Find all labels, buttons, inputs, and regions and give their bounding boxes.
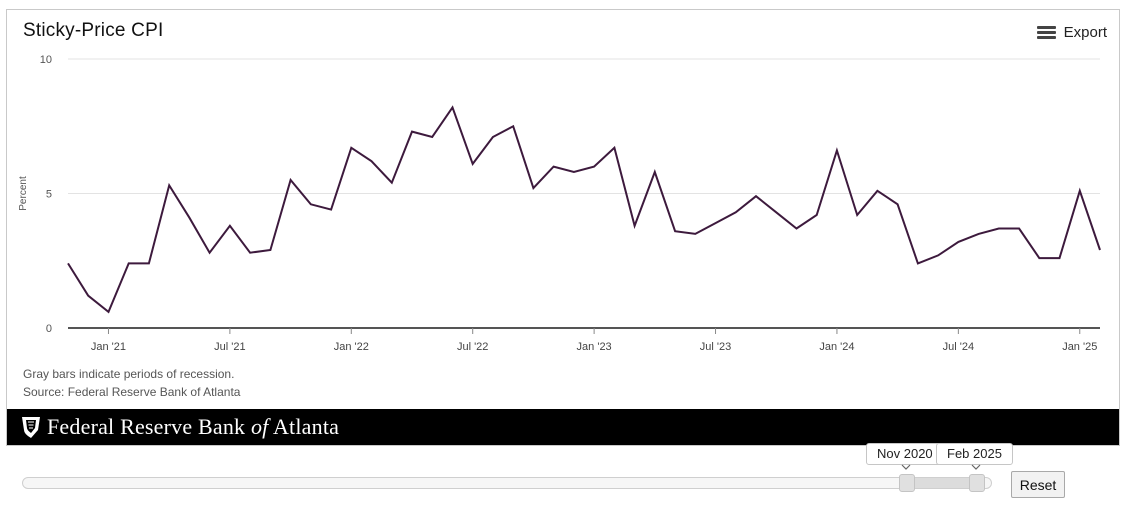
data-point bbox=[531, 186, 535, 190]
data-point bbox=[329, 208, 333, 212]
data-point bbox=[855, 213, 859, 217]
data-point bbox=[612, 146, 616, 150]
seal-logo-icon bbox=[22, 417, 40, 438]
x-tick-label: Jul '23 bbox=[700, 341, 731, 353]
range-end-handle[interactable] bbox=[969, 474, 985, 492]
data-point bbox=[835, 148, 839, 152]
x-tick-label: Jan '23 bbox=[577, 341, 612, 353]
x-tick-label: Jan '21 bbox=[91, 341, 126, 353]
data-point bbox=[370, 159, 374, 163]
data-point bbox=[410, 130, 414, 134]
data-point bbox=[1098, 248, 1102, 252]
data-point bbox=[1017, 226, 1021, 230]
x-tick-label: Jan '22 bbox=[334, 341, 369, 353]
chevron-down-icon bbox=[971, 464, 981, 470]
data-point bbox=[511, 124, 515, 128]
range-start-handle[interactable] bbox=[899, 474, 915, 492]
data-point bbox=[349, 146, 353, 150]
data-point bbox=[1037, 256, 1041, 260]
data-point bbox=[309, 202, 313, 206]
data-point bbox=[167, 183, 171, 187]
date-range-slider[interactable] bbox=[22, 477, 992, 489]
banner-text-suffix: Atlanta bbox=[268, 414, 340, 439]
data-point bbox=[997, 226, 1001, 230]
data-point bbox=[390, 181, 394, 185]
data-point bbox=[147, 261, 151, 265]
data-point bbox=[450, 105, 454, 109]
data-point bbox=[734, 210, 738, 214]
recession-note: Gray bars indicate periods of recession. bbox=[23, 367, 235, 381]
data-point bbox=[653, 170, 657, 174]
data-point bbox=[572, 170, 576, 174]
menu-icon[interactable] bbox=[1036, 25, 1056, 40]
data-point bbox=[1058, 256, 1062, 260]
data-point bbox=[936, 253, 940, 257]
chart-title: Sticky-Price CPI bbox=[23, 20, 164, 41]
data-point bbox=[289, 178, 293, 182]
banner-text-of: of bbox=[250, 414, 269, 439]
banner-wordmark: Federal Reserve Bank of Atlanta bbox=[47, 414, 339, 440]
y-axis-title: Percent bbox=[18, 176, 29, 211]
data-point bbox=[815, 213, 819, 217]
x-tick-label: Jan '25 bbox=[1062, 341, 1097, 353]
y-tick-label: 10 bbox=[40, 54, 52, 66]
data-point bbox=[106, 310, 110, 314]
data-point bbox=[208, 251, 212, 255]
data-point bbox=[248, 251, 252, 255]
data-point bbox=[228, 224, 232, 228]
data-point bbox=[633, 224, 637, 228]
x-tick-label: Jul '24 bbox=[943, 341, 974, 353]
brand-banner: Federal Reserve Bank of Atlanta bbox=[7, 409, 1119, 445]
data-point bbox=[430, 135, 434, 139]
export-button[interactable]: Export bbox=[1036, 24, 1107, 41]
data-point bbox=[66, 261, 70, 265]
x-tick-label: Jul '22 bbox=[457, 341, 488, 353]
data-point bbox=[875, 189, 879, 193]
export-label[interactable]: Export bbox=[1063, 24, 1107, 41]
data-point bbox=[794, 226, 798, 230]
chart-container: Sticky-Price CPI Export 0 5 10 Jan '21 Jul '… bbox=[6, 9, 1120, 446]
data-point bbox=[977, 232, 981, 236]
y-tick-label: 0 bbox=[46, 323, 52, 335]
data-point bbox=[714, 221, 718, 225]
series-line bbox=[67, 105, 1101, 314]
reset-button[interactable]: Reset bbox=[1011, 471, 1065, 498]
data-point bbox=[754, 194, 758, 198]
data-point bbox=[916, 261, 920, 265]
range-start-label: Nov 2020 bbox=[866, 443, 944, 465]
data-point bbox=[127, 261, 131, 265]
slider-selected-range[interactable] bbox=[907, 478, 977, 488]
data-point bbox=[187, 216, 191, 220]
data-point bbox=[592, 165, 596, 169]
data-point bbox=[956, 240, 960, 244]
data-point bbox=[693, 232, 697, 236]
banner-text-prefix: Federal Reserve Bank bbox=[47, 414, 251, 439]
source-note: Source: Federal Reserve Bank of Atlanta bbox=[23, 385, 241, 399]
data-point bbox=[896, 202, 900, 206]
data-point bbox=[491, 135, 495, 139]
data-point bbox=[268, 248, 272, 252]
data-point bbox=[673, 229, 677, 233]
data-point bbox=[471, 162, 475, 166]
line-chart: 0 5 10 Jan '21 Jul '21 Jan '22 Jul '22 Jan '23 J… bbox=[18, 54, 1102, 353]
x-tick-label: Jul '21 bbox=[214, 341, 245, 353]
data-point bbox=[1078, 189, 1082, 193]
x-tick-label: Jan '24 bbox=[819, 341, 854, 353]
data-point bbox=[774, 210, 778, 214]
data-point bbox=[552, 165, 556, 169]
y-tick-label: 5 bbox=[46, 189, 52, 201]
chevron-down-icon bbox=[901, 464, 911, 470]
range-end-label: Feb 2025 bbox=[936, 443, 1013, 465]
data-point bbox=[86, 294, 90, 298]
